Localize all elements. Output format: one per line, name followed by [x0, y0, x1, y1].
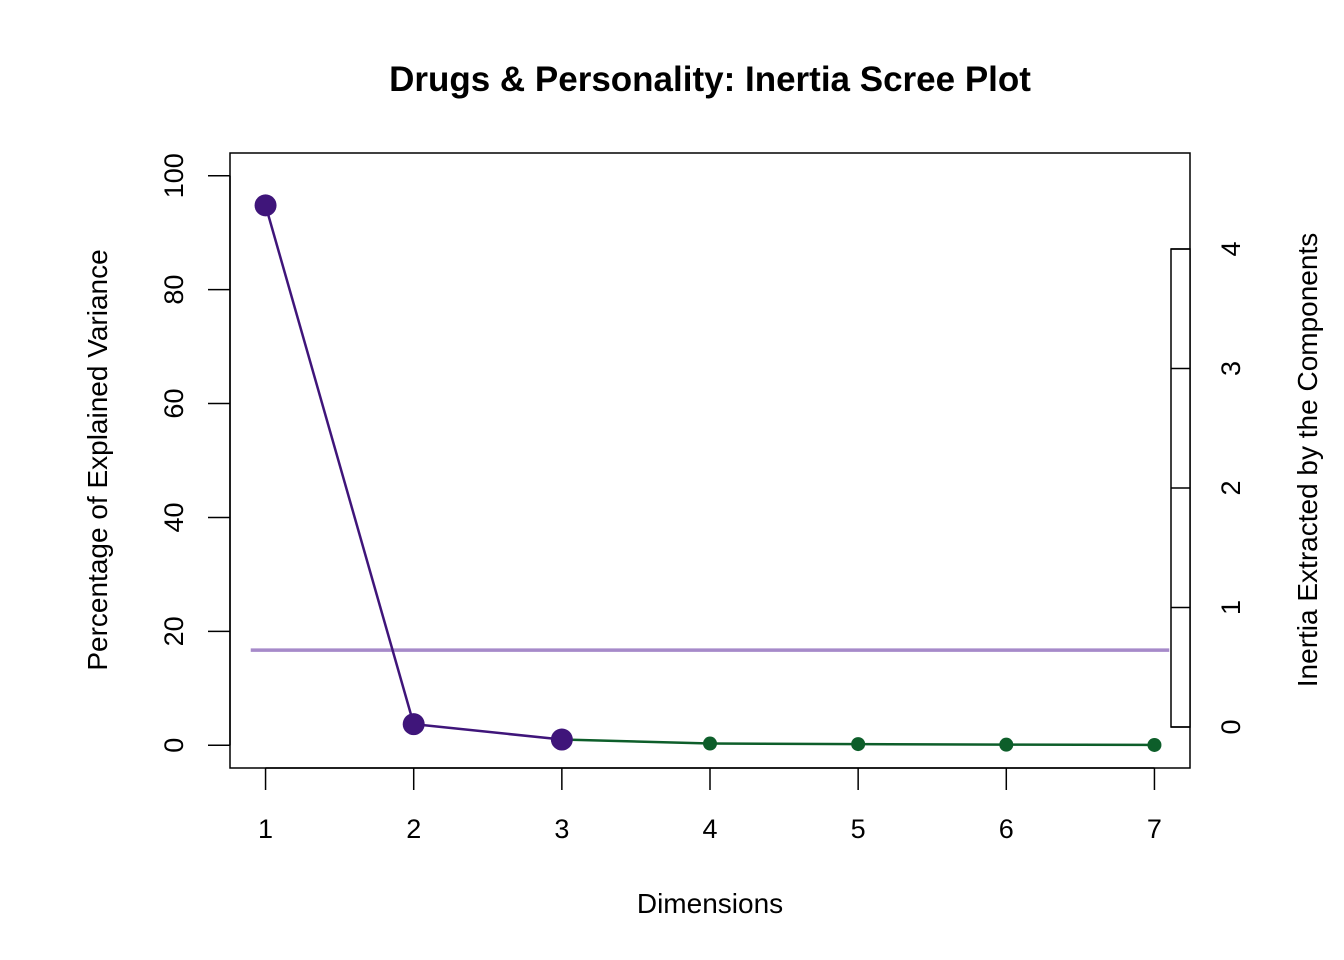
- data-point: [402, 713, 425, 736]
- y-right-tick-label: 1: [1216, 600, 1246, 615]
- y-right-tick-label: 2: [1216, 480, 1246, 495]
- data-point: [550, 728, 573, 751]
- series-layer: [254, 194, 1162, 752]
- data-point: [703, 736, 717, 751]
- x-tick-label: 2: [406, 814, 421, 844]
- y-tick-label: 0: [159, 738, 189, 753]
- series-segment: [858, 742, 1007, 746]
- y-tick-label: 40: [159, 502, 189, 532]
- data-point: [851, 737, 866, 752]
- series-segment: [709, 742, 859, 746]
- y-axis-left: 0 20 40 60 80 100: [159, 153, 231, 753]
- x-axis-title: Dimensions: [637, 888, 783, 919]
- x-tick-label: 4: [702, 814, 717, 844]
- y-tick-label: 100: [159, 153, 189, 198]
- x-tick-label: 1: [258, 814, 273, 844]
- x-tick-label: 3: [554, 814, 569, 844]
- y-axis-right: 0 1 2 3 4: [1170, 241, 1246, 735]
- series-segment: [264, 205, 415, 725]
- y-tick-label: 80: [159, 275, 189, 305]
- plot-frame: [229, 152, 1191, 769]
- chart-title: Drugs & Personality: Inertia Scree Plot: [389, 60, 1031, 99]
- data-point: [254, 194, 277, 217]
- data-point: [999, 737, 1014, 752]
- data-point: [1147, 737, 1162, 752]
- y-tick-label: 20: [159, 616, 189, 646]
- x-axis: 1 2 3 4 5 6 7: [258, 767, 1162, 844]
- series-segment: [413, 722, 562, 741]
- series-segment: [561, 738, 711, 745]
- y-axis-right-title: Inertia Extracted by the Components: [1292, 233, 1323, 687]
- x-tick-label: 5: [851, 814, 866, 844]
- y-axis-title: Percentage of Explained Variance: [82, 249, 113, 670]
- x-tick-label: 6: [999, 814, 1014, 844]
- y-right-tick-label: 4: [1216, 241, 1246, 256]
- y-right-tick-label: 0: [1216, 719, 1246, 734]
- y-right-tick-label: 3: [1216, 361, 1246, 376]
- x-tick-label: 7: [1147, 814, 1162, 844]
- y-tick-label: 60: [159, 389, 189, 419]
